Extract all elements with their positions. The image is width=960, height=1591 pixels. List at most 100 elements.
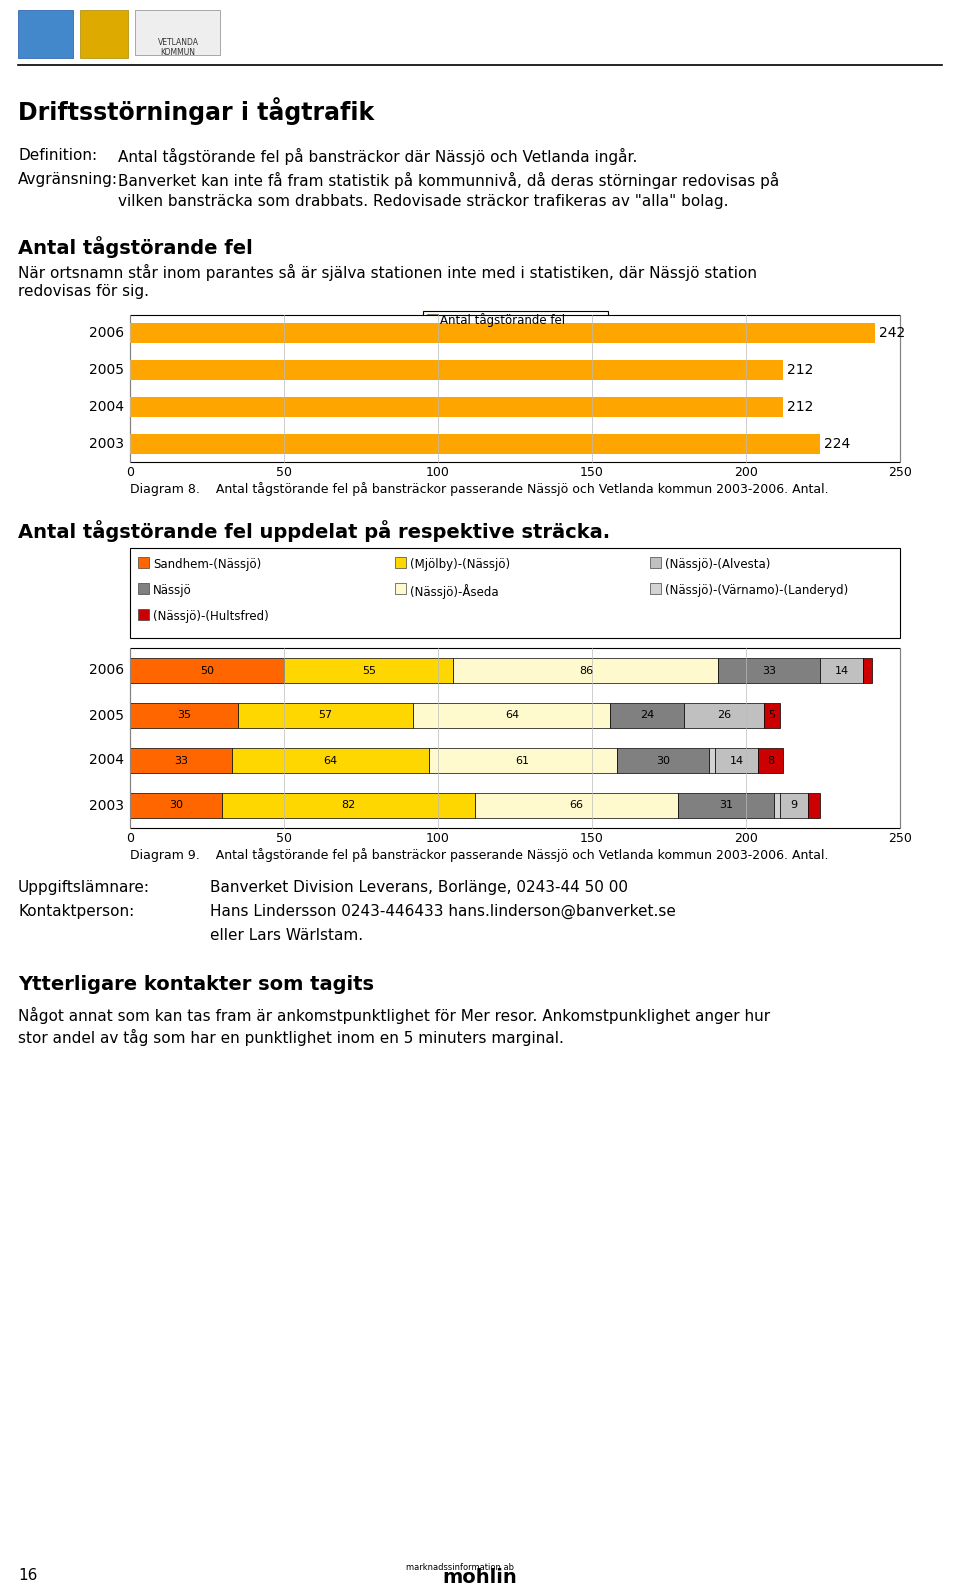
Text: Uppgiftslämnare:: Uppgiftslämnare: (18, 880, 150, 896)
Text: marknadssinformation ab: marknadssinformation ab (406, 1562, 514, 1572)
Bar (80, 10, 128, 57)
Bar (718, 659, 820, 683)
Bar (130, 433, 820, 453)
Text: (Nässjö)-(Hultsfred): (Nässjö)-(Hultsfred) (153, 609, 269, 624)
Bar (130, 315, 900, 461)
Text: 50: 50 (276, 466, 292, 479)
Bar (231, 748, 429, 773)
Bar (684, 703, 764, 727)
Text: 30: 30 (656, 756, 670, 765)
Text: 2005: 2005 (89, 363, 124, 377)
Text: 224: 224 (824, 436, 851, 450)
Text: 86: 86 (579, 665, 593, 676)
Text: 31: 31 (719, 800, 733, 810)
Bar (135, 10, 220, 56)
Bar (130, 396, 783, 417)
Text: 24: 24 (640, 711, 655, 721)
Text: 250: 250 (888, 466, 912, 479)
Bar (758, 748, 783, 773)
Text: 100: 100 (426, 466, 450, 479)
Bar (422, 310, 608, 329)
Bar (863, 659, 873, 683)
Text: Definition:: Definition: (18, 148, 97, 162)
Text: 150: 150 (580, 466, 604, 479)
Bar (709, 748, 715, 773)
Bar (426, 313, 438, 325)
Bar (18, 10, 73, 57)
Text: 200: 200 (734, 832, 758, 845)
Bar (616, 748, 709, 773)
Text: 2005: 2005 (89, 708, 124, 722)
Text: 212: 212 (787, 399, 813, 414)
Text: 100: 100 (426, 832, 450, 845)
Text: 16: 16 (18, 1569, 37, 1583)
Text: 5: 5 (769, 711, 776, 721)
Text: 250: 250 (888, 832, 912, 845)
Bar (130, 703, 238, 727)
Bar (678, 794, 774, 818)
Text: 150: 150 (580, 832, 604, 845)
Bar (284, 659, 453, 683)
Text: Antal tågstörande fel: Antal tågstörande fel (18, 235, 252, 258)
Bar (650, 557, 661, 568)
Bar (130, 659, 284, 683)
Bar (650, 582, 661, 593)
Text: Kontaktperson:: Kontaktperson: (18, 904, 134, 920)
Bar (475, 794, 678, 818)
Text: vilken bansträcka som drabbats. Redovisade sträckor trafikeras av "alla" bolag.: vilken bansträcka som drabbats. Redovisa… (118, 194, 729, 208)
Text: 26: 26 (717, 711, 732, 721)
Bar (780, 794, 807, 818)
Text: 2004: 2004 (89, 399, 124, 414)
Bar (774, 794, 780, 818)
Text: 35: 35 (177, 711, 191, 721)
Bar (130, 323, 876, 344)
Text: 14: 14 (834, 665, 849, 676)
Bar (138, 609, 149, 620)
Text: 212: 212 (787, 363, 813, 377)
Text: 2003: 2003 (89, 799, 124, 813)
Text: 2004: 2004 (89, 754, 124, 767)
Text: Antal tågstörande fel uppdelat på respektive sträcka.: Antal tågstörande fel uppdelat på respek… (18, 520, 611, 543)
Bar (715, 748, 758, 773)
Bar (130, 547, 900, 638)
Text: 9: 9 (790, 800, 798, 810)
Bar (453, 659, 718, 683)
Text: 30: 30 (169, 800, 183, 810)
Text: Banverket Division Leverans, Borlänge, 0243-44 50 00: Banverket Division Leverans, Borlänge, 0… (210, 880, 628, 896)
Bar (130, 794, 223, 818)
Text: Driftsstörningar i tågtrafik: Driftsstörningar i tågtrafik (18, 97, 374, 124)
Text: Något annat som kan tas fram är ankomstpunktlighet för Mer resor. Ankomstpunklig: Något annat som kan tas fram är ankomstp… (18, 1007, 770, 1025)
Text: 61: 61 (516, 756, 530, 765)
Bar (130, 648, 900, 827)
Bar (820, 659, 863, 683)
Text: (Mjölby)-(Nässjö): (Mjölby)-(Nässjö) (410, 558, 510, 571)
Text: 8: 8 (767, 756, 774, 765)
Text: 2006: 2006 (89, 326, 124, 340)
Text: (Nässjö)-Åseda: (Nässjö)-Åseda (410, 584, 498, 598)
Text: 33: 33 (762, 665, 776, 676)
Text: Antal tågstörande fel på bansträckor där Nässjö och Vetlanda ingår.: Antal tågstörande fel på bansträckor där… (118, 148, 637, 165)
Text: Ytterligare kontakter som tagits: Ytterligare kontakter som tagits (18, 975, 374, 994)
Text: 50: 50 (200, 665, 214, 676)
Text: Hans Lindersson 0243-446433 hans.linderson@banverket.se: Hans Lindersson 0243-446433 hans.linders… (210, 904, 676, 920)
Bar (429, 748, 616, 773)
Bar (138, 557, 149, 568)
Bar (138, 582, 149, 593)
Text: redovisas för sig.: redovisas för sig. (18, 285, 149, 299)
Text: 50: 50 (276, 832, 292, 845)
Text: mohlin: mohlin (443, 1569, 517, 1586)
Bar (414, 703, 611, 727)
Text: 33: 33 (174, 756, 188, 765)
Text: 0: 0 (126, 832, 134, 845)
Bar (807, 794, 820, 818)
Bar (395, 582, 406, 593)
Text: 242: 242 (879, 326, 905, 340)
Bar (611, 703, 684, 727)
Text: Nässjö: Nässjö (153, 584, 192, 597)
Text: (Nässjö)-(Alvesta): (Nässjö)-(Alvesta) (665, 558, 770, 571)
Text: Diagram 8.    Antal tågstörande fel på bansträckor passerande Nässjö och Vetland: Diagram 8. Antal tågstörande fel på bans… (130, 482, 828, 496)
Text: 0: 0 (126, 466, 134, 479)
Text: (Nässjö)-(Värnamo)-(Landeryd): (Nässjö)-(Värnamo)-(Landeryd) (665, 584, 849, 597)
Bar (130, 360, 783, 380)
Bar (238, 703, 414, 727)
